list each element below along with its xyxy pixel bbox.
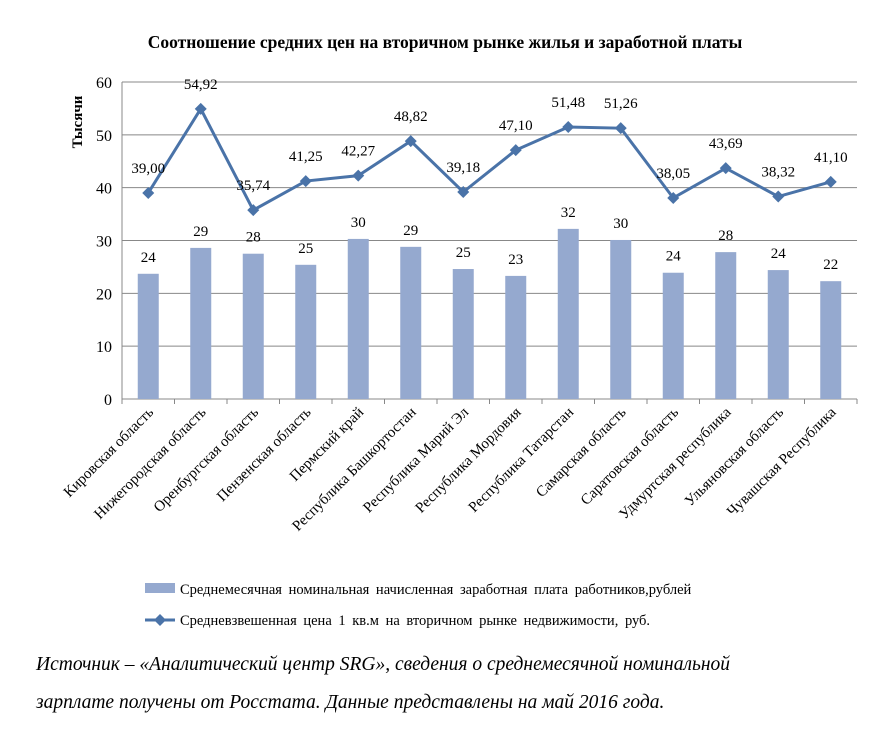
bar-data-label: 24 (771, 246, 787, 262)
bar-data-label: 25 (298, 241, 313, 257)
chart: Соотношение средних цен на вторичном рын… (61, 32, 858, 629)
line-marker (457, 185, 470, 198)
x-tick-label: Республика Мордовия (413, 404, 525, 516)
line-marker (772, 190, 785, 203)
legend-line-marker (154, 614, 166, 626)
bar (295, 264, 317, 399)
bar (715, 252, 737, 399)
y-tick-label: 10 (96, 339, 112, 356)
bar-data-label: 24 (666, 249, 682, 265)
x-tick-label: Ульяновская область (682, 404, 787, 509)
bar (767, 270, 789, 399)
bar (400, 246, 422, 399)
bar-data-label: 28 (246, 230, 261, 246)
y-tick-label: 50 (96, 128, 112, 145)
bar (242, 253, 264, 399)
x-tick-label: Самарская область (533, 404, 629, 500)
line-data-label: 38,32 (761, 165, 795, 181)
line-marker (404, 135, 417, 148)
bar (662, 272, 684, 399)
bar-data-label: 30 (613, 216, 628, 232)
line-marker (824, 175, 837, 188)
line-data-label: 43,69 (709, 136, 743, 152)
bar (137, 273, 159, 399)
bar (452, 269, 474, 399)
bar-data-label: 28 (718, 228, 733, 244)
x-tick-label: Кировская область (61, 404, 157, 500)
bar (820, 281, 842, 399)
line-data-label: 54,92 (184, 77, 218, 93)
bar-data-label: 24 (141, 250, 157, 266)
y-tick-label: 30 (96, 234, 112, 251)
bar (610, 239, 632, 399)
bar-data-label: 25 (456, 245, 471, 261)
y-axis-label: Тысячи (70, 95, 86, 148)
y-tick-label: 40 (96, 181, 112, 198)
line-data-label: 48,82 (394, 109, 428, 125)
chart-title: Соотношение средних цен на вторичном рын… (148, 32, 743, 52)
line-data-label: 35,74 (236, 178, 270, 194)
y-tick-label: 0 (104, 392, 112, 409)
line-marker (194, 102, 207, 115)
source-line-2: зарплате получены от Росстата. Данные пр… (36, 692, 665, 713)
bar-data-label: 30 (351, 215, 366, 231)
line-data-label: 42,27 (341, 144, 375, 160)
line-marker (299, 175, 312, 188)
legend-bar-swatch (145, 583, 175, 593)
line-marker (352, 169, 365, 182)
bar (505, 275, 527, 399)
bar-data-label: 29 (403, 223, 418, 239)
bar (190, 247, 212, 399)
line-data-label: 51,48 (551, 95, 585, 111)
x-tick-label: Пензенская область (214, 404, 315, 505)
bar (347, 238, 369, 399)
bar-data-label: 29 (193, 224, 208, 240)
line-data-label: 39,00 (131, 161, 165, 177)
y-tick-label: 20 (96, 286, 112, 303)
x-tick-label: Республика Марий Эл (360, 404, 472, 516)
line-marker (614, 122, 627, 135)
bar-data-label: 22 (823, 257, 838, 273)
x-tick-label: Саратовская область (578, 404, 682, 508)
line-marker (247, 204, 260, 217)
line-marker (562, 121, 575, 134)
bar-data-label: 23 (508, 252, 523, 268)
line-data-label: 39,18 (446, 160, 480, 176)
line-data-label: 41,10 (814, 150, 848, 166)
price-line (146, 105, 832, 213)
bar-data-label: 32 (561, 205, 576, 221)
x-tick-label: Оренбургская область (151, 404, 262, 515)
line-marker (509, 144, 522, 157)
line-data-label: 47,10 (499, 118, 533, 134)
line-data-label: 51,26 (604, 96, 638, 112)
line-marker (719, 162, 732, 175)
line-marker (667, 191, 680, 204)
source-line-1: Источник – «Аналитический центр SRG», св… (36, 654, 731, 675)
legend-line-label: Средневзвешенная цена 1 кв.м на вторично… (180, 613, 650, 629)
x-tick-label: Республика Татарстан (466, 405, 577, 516)
line-data-label: 38,05 (656, 166, 690, 182)
line-data-label: 41,25 (289, 149, 323, 165)
line-marker (142, 186, 155, 199)
y-tick-label: 60 (96, 75, 112, 92)
x-tick-label: Чувашская Республика (724, 404, 840, 520)
bar (557, 228, 579, 399)
legend-bar-label: Среднемесячная номинальная начисленная з… (180, 582, 692, 598)
